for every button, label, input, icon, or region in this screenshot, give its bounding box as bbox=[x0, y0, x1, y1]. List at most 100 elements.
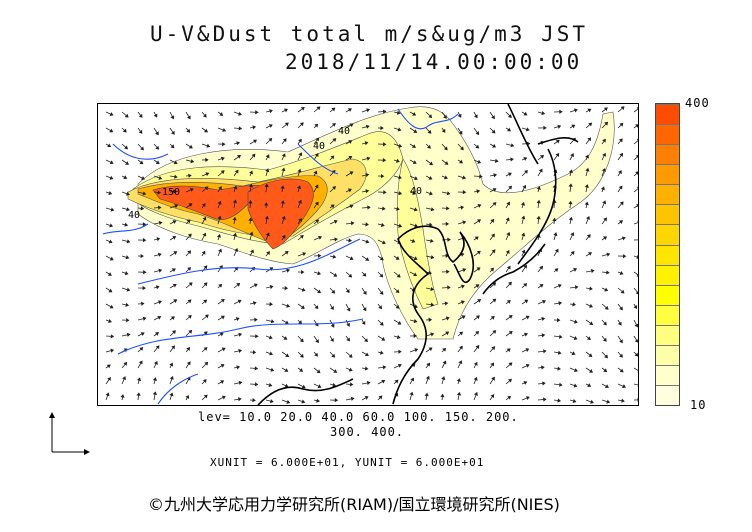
wind-vector-head bbox=[552, 217, 557, 222]
wind-vector-head bbox=[348, 140, 353, 144]
wind-vector-head bbox=[541, 365, 545, 370]
wind-vector-head bbox=[186, 128, 191, 133]
wind-vector-head bbox=[170, 115, 175, 120]
wind-vector-head bbox=[284, 320, 289, 325]
wind-vector-head bbox=[604, 354, 609, 359]
wind-vector-head bbox=[446, 269, 450, 274]
wind-vector-head bbox=[284, 286, 289, 291]
wind-vector-head bbox=[203, 265, 208, 270]
wind-vector-head bbox=[556, 317, 561, 323]
wind-vector-head bbox=[604, 305, 609, 310]
wind-vector-head bbox=[172, 236, 177, 240]
contour-label-40-d: 40 bbox=[338, 126, 350, 137]
wind-vector-head bbox=[174, 174, 178, 179]
wind-vector-head bbox=[186, 347, 191, 351]
wind-vector-head bbox=[206, 143, 211, 148]
wind-vector-head bbox=[523, 156, 528, 161]
wind-vector-head bbox=[169, 362, 174, 367]
wind-vector-head bbox=[299, 353, 304, 358]
wind-vector-head bbox=[152, 391, 158, 396]
wind-vector-head bbox=[333, 219, 338, 224]
wind-vector-head bbox=[270, 319, 275, 324]
wind-vector-head bbox=[157, 252, 162, 257]
wind-vector-head bbox=[330, 337, 334, 342]
wind-vector-head bbox=[571, 351, 576, 356]
wind-vector-head bbox=[506, 201, 510, 206]
wind-vector-head bbox=[462, 220, 467, 225]
wind-vector-head bbox=[188, 144, 193, 149]
wind-vector-head bbox=[554, 248, 559, 253]
wind-vector-head bbox=[619, 220, 623, 225]
wind-vector-head bbox=[283, 108, 288, 113]
wind-vector-head bbox=[106, 364, 111, 369]
wind-vector-head bbox=[298, 320, 303, 325]
wind-vector-head bbox=[382, 365, 387, 370]
wind-vector-head bbox=[365, 239, 370, 244]
wind-vector-head bbox=[458, 360, 463, 365]
wind-vector-head bbox=[397, 127, 402, 132]
colorbar-swatch bbox=[656, 324, 679, 345]
wind-vector-head bbox=[264, 183, 269, 188]
wind-vector-head bbox=[379, 273, 384, 278]
colorbar-swatch bbox=[656, 264, 679, 285]
wind-vector-head bbox=[462, 268, 467, 273]
wind-vector-head bbox=[379, 321, 384, 326]
wind-vector-head bbox=[107, 376, 111, 381]
wind-vector-head bbox=[364, 352, 369, 357]
wind-vector-head bbox=[428, 317, 433, 322]
wind-vector-head bbox=[476, 250, 481, 255]
wind-vector-head bbox=[174, 204, 179, 209]
colorbar-max-label: 400 bbox=[685, 96, 710, 110]
wind-vector-head bbox=[172, 220, 177, 224]
wind-vector-head bbox=[254, 317, 258, 322]
wind-vector-head bbox=[588, 252, 593, 256]
wind-vector-head bbox=[172, 283, 177, 288]
wind-vector-head bbox=[298, 218, 302, 223]
colorbar-swatch bbox=[656, 244, 679, 265]
wind-vector-head bbox=[491, 249, 496, 254]
wind-vector-head bbox=[428, 175, 433, 180]
wind-vector-head bbox=[525, 363, 530, 368]
wind-vector-head bbox=[447, 237, 451, 242]
wind-vector-head bbox=[348, 353, 353, 358]
wind-vector bbox=[633, 367, 638, 371]
wind-vector-head bbox=[122, 128, 127, 133]
wind-vector-head bbox=[185, 395, 190, 400]
wind-vector-head bbox=[620, 289, 625, 294]
colorbar-swatch bbox=[656, 184, 679, 205]
wind-vector-head bbox=[140, 146, 144, 151]
wind-vector-head bbox=[350, 221, 355, 226]
wind-vector-head bbox=[572, 399, 577, 403]
wind-vector-head bbox=[248, 183, 254, 188]
wind-vector-head bbox=[636, 274, 638, 277]
wind-vector-head bbox=[634, 323, 638, 328]
wind-vector-head bbox=[220, 298, 225, 303]
title-line-1: U-V&Dust total m/s&ug/m3 JST bbox=[150, 22, 589, 46]
wind-vector-head bbox=[252, 301, 257, 306]
wind-vector-head bbox=[155, 345, 160, 350]
wind-vector-head bbox=[554, 268, 559, 273]
wind-vector-head bbox=[125, 255, 130, 260]
coastline-china-east bbox=[392, 225, 465, 405]
wind-vector-head bbox=[585, 167, 590, 172]
coastline-japan-honshu bbox=[517, 148, 557, 265]
wind-vector-head bbox=[618, 170, 622, 175]
wind-vector-head bbox=[238, 126, 243, 131]
wind-vector-head bbox=[396, 206, 400, 211]
wind-vector-head bbox=[536, 186, 541, 190]
contour-label-layer: 150 40 40 40 40 bbox=[128, 126, 422, 221]
wind-vector-head bbox=[170, 130, 175, 135]
wind-vector-head bbox=[203, 331, 208, 336]
wind-vector-head bbox=[173, 189, 177, 194]
wind-vector-head bbox=[618, 185, 623, 190]
wind-vector-head bbox=[507, 127, 512, 132]
wind-vector-head bbox=[107, 143, 112, 148]
wind-vector-head bbox=[158, 300, 162, 305]
wind-vector-head bbox=[365, 124, 370, 129]
wind-vector-head bbox=[492, 298, 497, 303]
wind-vector-head bbox=[395, 256, 400, 260]
wind-vector-head bbox=[622, 254, 627, 259]
wind-vector-head bbox=[283, 336, 288, 340]
wind-vector-head bbox=[521, 232, 526, 237]
wind-vector-head bbox=[507, 114, 512, 119]
